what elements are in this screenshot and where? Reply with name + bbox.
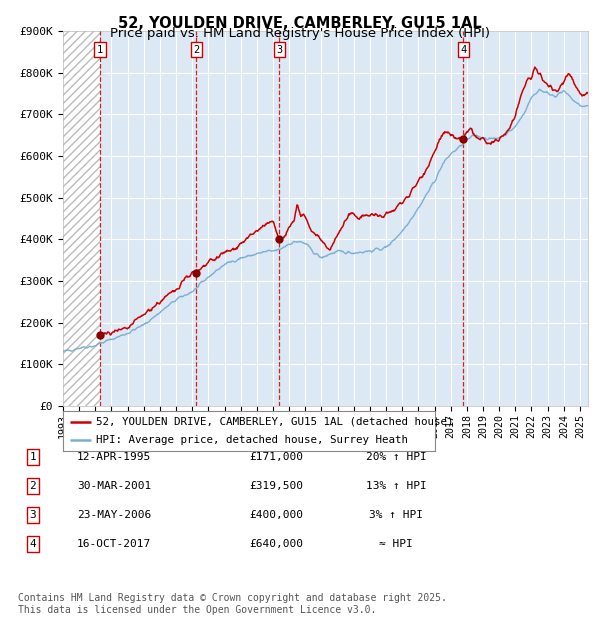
Text: 3% ↑ HPI: 3% ↑ HPI	[369, 510, 423, 520]
Text: £171,000: £171,000	[249, 452, 303, 462]
Text: 3: 3	[276, 45, 283, 55]
Text: 4: 4	[29, 539, 37, 549]
Text: Contains HM Land Registry data © Crown copyright and database right 2025.
This d: Contains HM Land Registry data © Crown c…	[18, 593, 447, 615]
Text: 30-MAR-2001: 30-MAR-2001	[77, 481, 151, 491]
Text: 52, YOULDEN DRIVE, CAMBERLEY, GU15 1AL (detached house): 52, YOULDEN DRIVE, CAMBERLEY, GU15 1AL (…	[97, 417, 454, 427]
Text: 2: 2	[193, 45, 199, 55]
Text: 2: 2	[29, 481, 37, 491]
Text: Price paid vs. HM Land Registry's House Price Index (HPI): Price paid vs. HM Land Registry's House …	[110, 27, 490, 40]
Text: 12-APR-1995: 12-APR-1995	[77, 452, 151, 462]
Text: 20% ↑ HPI: 20% ↑ HPI	[365, 452, 427, 462]
Text: £400,000: £400,000	[249, 510, 303, 520]
Text: 52, YOULDEN DRIVE, CAMBERLEY, GU15 1AL: 52, YOULDEN DRIVE, CAMBERLEY, GU15 1AL	[118, 16, 482, 30]
Text: £640,000: £640,000	[249, 539, 303, 549]
Text: ≈ HPI: ≈ HPI	[379, 539, 413, 549]
Text: 23-MAY-2006: 23-MAY-2006	[77, 510, 151, 520]
Text: 1: 1	[97, 45, 103, 55]
Text: 4: 4	[460, 45, 467, 55]
Text: 1: 1	[29, 452, 37, 462]
Bar	[63, 31, 100, 406]
Text: HPI: Average price, detached house, Surrey Heath: HPI: Average price, detached house, Surr…	[97, 435, 409, 446]
Text: 13% ↑ HPI: 13% ↑ HPI	[365, 481, 427, 491]
Text: 3: 3	[29, 510, 37, 520]
Text: 16-OCT-2017: 16-OCT-2017	[77, 539, 151, 549]
Text: £319,500: £319,500	[249, 481, 303, 491]
